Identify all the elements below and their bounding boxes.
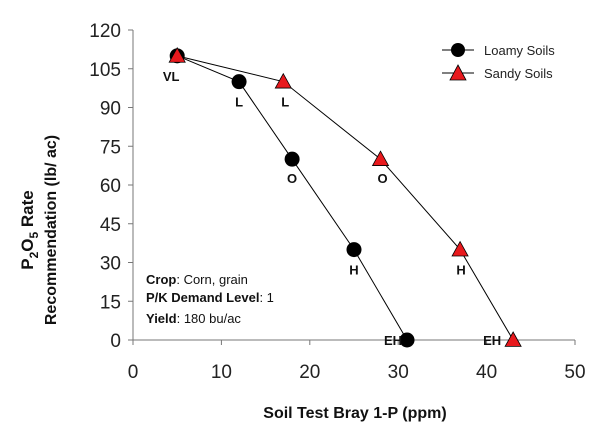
x-tick-label: 50 [564, 362, 585, 383]
point-label: H [349, 263, 358, 278]
data-point-sandy [451, 240, 469, 257]
point-label: EH [384, 333, 402, 348]
x-tick-label: 20 [299, 362, 320, 383]
point-label: H [456, 263, 465, 278]
x-axis-ticks: 0 10 20 30 40 50 [128, 340, 586, 383]
y-tick-label: 120 [89, 21, 121, 42]
legend-label-sandy: Sandy Soils [484, 66, 553, 81]
point-labels: VL L O H EH L O H EH [163, 69, 501, 348]
data-point-loamy [284, 151, 300, 167]
y-tick-label: 0 [110, 331, 121, 352]
data-point-loamy [399, 332, 415, 348]
data-point-loamy [346, 242, 362, 258]
data-point-loamy [231, 74, 247, 90]
point-label: L [281, 95, 289, 110]
point-label: O [287, 171, 297, 186]
x-tick-label: 10 [211, 362, 232, 383]
info-line-demand: P/K Demand Level: 1 [146, 290, 274, 305]
x-tick-label: 0 [128, 362, 139, 383]
y-tick-label: 15 [100, 292, 121, 313]
x-tick-label: 30 [388, 362, 409, 383]
y-tick-label: 90 [100, 99, 121, 120]
y-tick-label: 30 [100, 254, 121, 275]
y-axis-ticks: 0 15 30 45 60 75 90 105 120 [89, 21, 133, 352]
series-markers [168, 47, 522, 348]
x-tick-label: 40 [476, 362, 497, 383]
data-point-sandy [371, 150, 390, 166]
y-tick-label: 45 [100, 215, 121, 236]
point-label: EH [483, 333, 501, 348]
data-point-sandy [504, 331, 522, 347]
point-label: L [235, 95, 243, 110]
y-tick-label: 105 [89, 60, 121, 81]
y-tick-label: 60 [100, 176, 121, 197]
data-point-sandy [274, 72, 292, 89]
x-axis-title: Soil Test Bray 1-P (ppm) [263, 405, 446, 422]
legend-marker-loamy [451, 43, 465, 57]
point-label: O [377, 171, 387, 186]
legend-label-loamy: Loamy Soils [484, 43, 555, 58]
y-tick-label: 75 [100, 137, 121, 158]
info-box: Crop: Corn, grain P/K Demand Level: 1 Yi… [146, 272, 274, 326]
legend: Loamy Soils Sandy Soils [442, 43, 555, 81]
legend-marker-sandy [449, 64, 467, 81]
info-line-yield: Yield: 180 bu/ac [146, 311, 241, 326]
svg-text:P2O5 Rate: P2O5 Rate [18, 190, 41, 270]
svg-text:Recommendation (lb/ ac): Recommendation (lb/ ac) [43, 135, 60, 325]
point-label: VL [163, 69, 180, 84]
data-point-sandy [168, 47, 186, 63]
info-line-crop: Crop: Corn, grain [146, 272, 248, 287]
y-axis-title: P2O5 Rate Recommendation (lb/ ac) [18, 135, 60, 325]
